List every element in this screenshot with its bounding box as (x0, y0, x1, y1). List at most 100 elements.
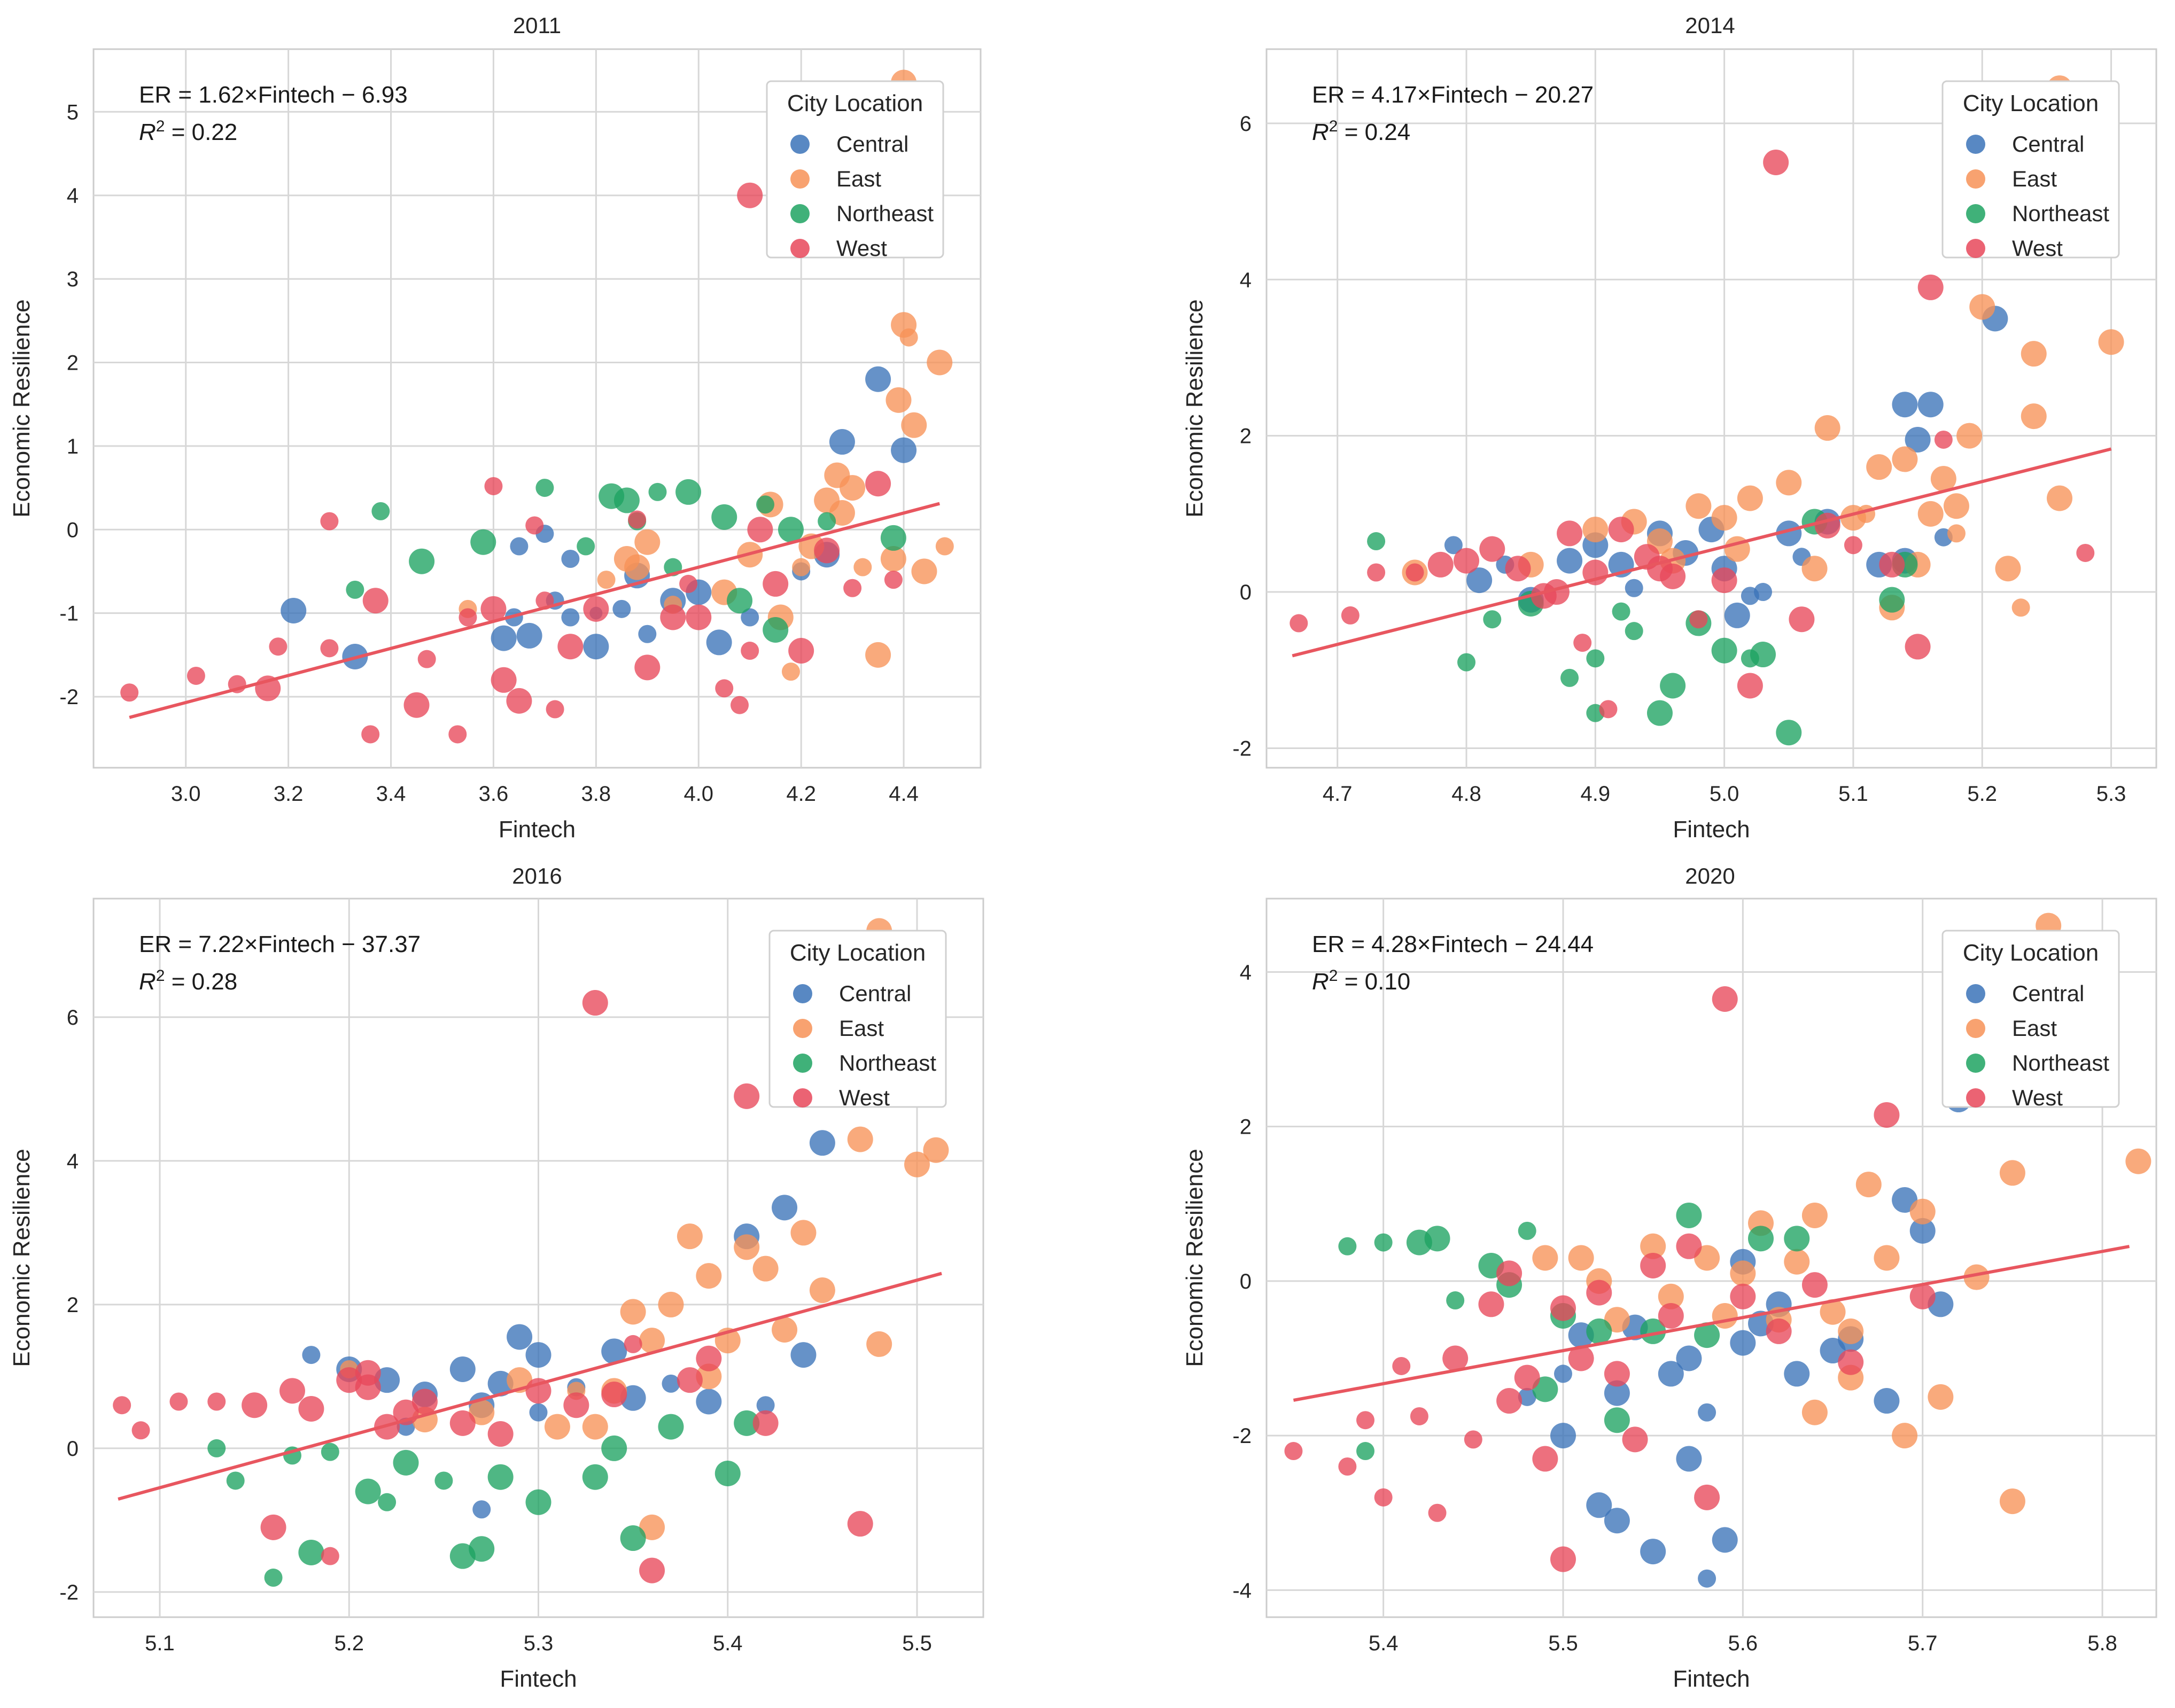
data-point (484, 477, 503, 495)
data-point (1604, 1508, 1630, 1534)
data-point (1676, 1202, 1702, 1228)
data-point (1557, 548, 1583, 574)
data-point (411, 1389, 438, 1415)
r-squared-value: = 0.10 (1338, 969, 1410, 995)
legend-marker-central (793, 984, 812, 1003)
data-point (561, 608, 580, 627)
data-point (901, 412, 927, 438)
data-point (298, 1395, 324, 1422)
data-point (583, 634, 609, 660)
y-tick-label: 2 (1240, 425, 1252, 448)
legend: City Location Central East Northeast West (768, 930, 947, 1110)
series-west (1290, 149, 2095, 719)
x-tick-label: 3.6 (479, 782, 509, 806)
data-point (434, 1471, 453, 1490)
x-tick-label: 3.8 (581, 782, 611, 806)
data-point (1724, 602, 1750, 628)
data-point (1892, 446, 1918, 472)
data-point (865, 642, 891, 668)
data-point (507, 1324, 533, 1350)
data-point (409, 548, 435, 574)
data-point (1284, 1442, 1303, 1461)
series-east (340, 918, 949, 1540)
y-tick-label: -4 (1232, 1579, 1252, 1602)
data-point (546, 700, 564, 719)
data-point (1586, 1318, 1612, 1344)
data-point (1689, 610, 1708, 629)
y-tick-label: 0 (1240, 1270, 1252, 1293)
data-point (1784, 1226, 1810, 1252)
data-point (696, 1345, 722, 1371)
legend-title: City Location (790, 940, 926, 966)
data-point (1410, 1407, 1428, 1425)
x-tick-label: 4.7 (1323, 782, 1353, 806)
y-tick-label: 6 (67, 1006, 79, 1030)
data-point (1874, 1388, 1900, 1414)
data-point (346, 580, 364, 599)
data-point (658, 1414, 684, 1440)
r-superscript: 2 (1329, 967, 1338, 985)
legend-label-west: West (2012, 236, 2063, 261)
data-point (582, 990, 608, 1016)
legend-marker-central (1966, 984, 1985, 1003)
data-point (1905, 634, 1931, 660)
y-tick-label: 3 (67, 268, 79, 291)
data-point (601, 1382, 627, 1408)
data-point (1995, 556, 2021, 582)
data-point (1676, 1345, 1702, 1371)
r-superscript: 2 (156, 118, 165, 135)
data-point (1604, 1361, 1630, 1387)
data-point (1956, 423, 1983, 449)
data-point (1427, 551, 1454, 578)
data-point (1442, 1345, 1469, 1371)
x-tick-label: 3.2 (274, 782, 304, 806)
data-point (1866, 454, 1892, 480)
x-tick-label: 4.0 (683, 782, 713, 806)
data-point (686, 604, 712, 630)
data-point (1838, 1318, 1864, 1344)
data-point (927, 349, 953, 376)
y-tick-label: 0 (67, 518, 79, 542)
data-point (1676, 1446, 1702, 1472)
data-point (1550, 1295, 1576, 1321)
data-point (1496, 1388, 1522, 1414)
data-point (1909, 1218, 1936, 1244)
data-point (264, 1569, 283, 1587)
data-point (1608, 517, 1634, 543)
legend-label-east: East (2012, 1016, 2057, 1041)
data-point (829, 500, 855, 526)
y-tick-label: 4 (67, 1150, 79, 1173)
legend-marker-west (1966, 239, 1985, 258)
y-tick-label: 2 (67, 1293, 79, 1317)
data-point (1466, 567, 1493, 594)
x-tick-label: 4.8 (1451, 782, 1481, 806)
series-northeast (346, 479, 906, 643)
legend-title: City Location (1963, 90, 2099, 116)
data-point (1909, 1198, 1936, 1225)
data-point (639, 1557, 665, 1584)
y-axis-label: Economic Resilience (1182, 299, 1208, 517)
data-point (662, 1374, 680, 1393)
data-point (696, 1363, 722, 1390)
x-tick-label: 5.3 (2096, 782, 2126, 806)
data-point (1424, 1226, 1450, 1252)
data-point (639, 1328, 665, 1354)
data-point (298, 1539, 324, 1565)
y-tick-label: 2 (67, 351, 79, 375)
data-point (1801, 556, 1828, 582)
data-point (1557, 520, 1583, 547)
legend-marker-east (1966, 169, 1985, 189)
x-tick-label: 5.4 (1369, 1632, 1399, 1655)
data-point (935, 537, 954, 556)
data-point (1532, 1446, 1558, 1472)
data-point (449, 1410, 476, 1436)
legend-marker-northeast (1966, 204, 1985, 223)
data-point (491, 625, 517, 651)
data-point (1784, 1361, 1810, 1387)
data-point (747, 517, 773, 543)
data-point (840, 475, 866, 501)
data-point (923, 1137, 949, 1163)
data-point (911, 558, 937, 584)
legend-marker-east (1966, 1019, 1985, 1038)
chart-title: 2016 (512, 863, 562, 888)
